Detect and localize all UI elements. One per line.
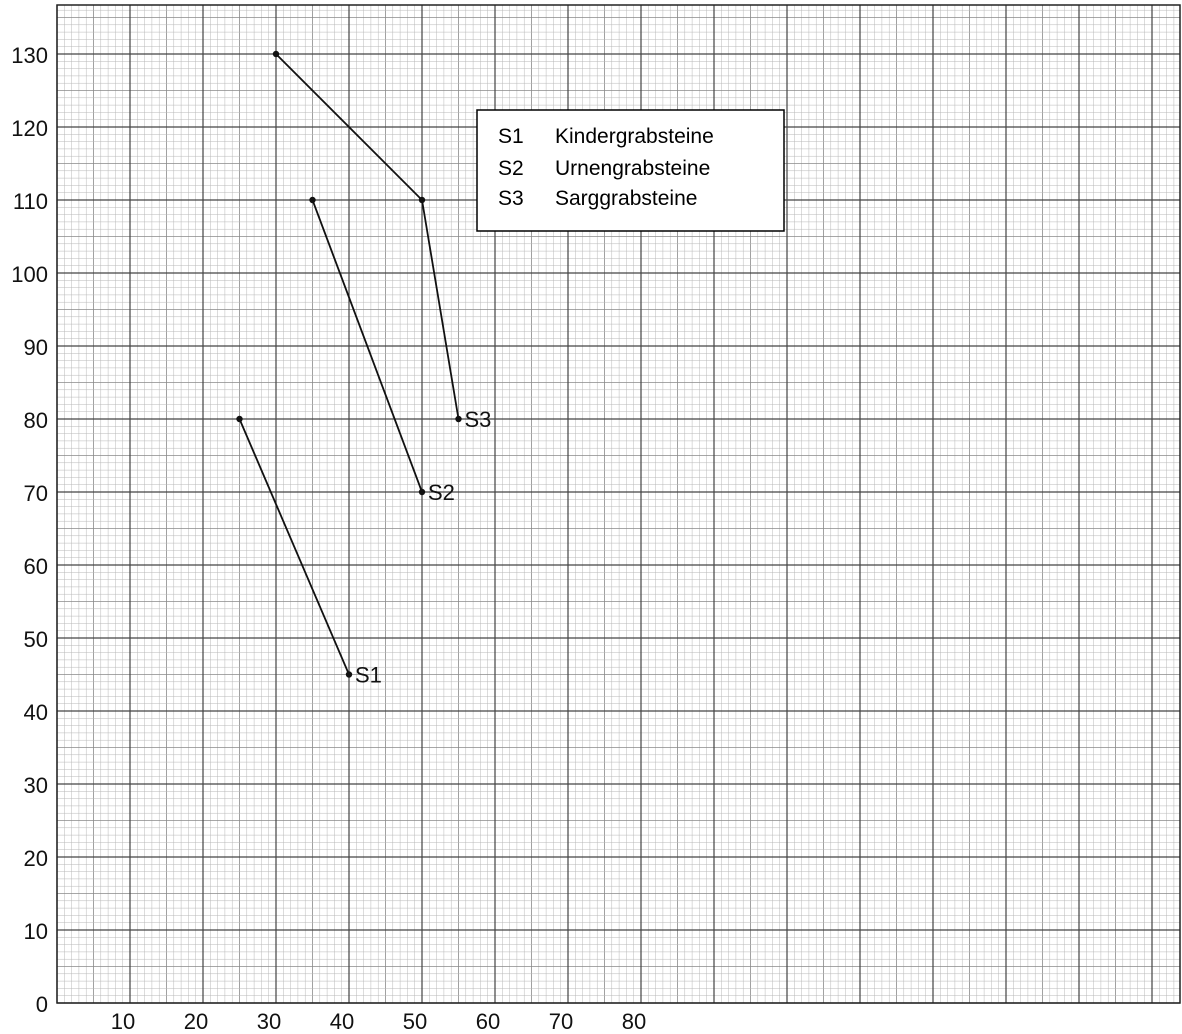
data-point-s1 xyxy=(236,416,242,422)
y-tick-label: 50 xyxy=(24,627,48,652)
legend: S1 Kindergrabsteine S2 Urnengrabsteine S… xyxy=(477,110,784,231)
y-tick-label: 110 xyxy=(13,189,48,214)
x-tick-label: 70 xyxy=(549,1009,573,1034)
data-point-s3 xyxy=(455,416,461,422)
series-label-s3: S3 xyxy=(465,407,492,432)
legend-code-s1: S1 xyxy=(498,125,524,148)
data-point-s2 xyxy=(419,489,425,495)
y-tick-label: 120 xyxy=(11,116,48,141)
y-tick-label: 100 xyxy=(11,262,48,287)
x-tick-label: 80 xyxy=(622,1009,646,1034)
y-tick-label: 60 xyxy=(24,554,48,579)
x-tick-label: 60 xyxy=(476,1009,500,1034)
x-tick-label: 20 xyxy=(184,1009,208,1034)
data-point-s1 xyxy=(346,671,352,677)
y-tick-label: 80 xyxy=(24,408,48,433)
x-tick-label: 30 xyxy=(257,1009,281,1034)
x-tick-label: 10 xyxy=(111,1009,135,1034)
x-tick-label: 50 xyxy=(403,1009,427,1034)
y-tick-label: 20 xyxy=(24,846,48,871)
x-tick-label: 40 xyxy=(330,1009,354,1034)
legend-label-s2: Urnengrabsteine xyxy=(555,157,710,180)
y-tick-label: 10 xyxy=(24,919,48,944)
legend-label-s1: Kindergrabsteine xyxy=(555,125,714,148)
y-tick-label: 30 xyxy=(24,773,48,798)
y-tick-label: 90 xyxy=(24,335,48,360)
y-tick-label: 40 xyxy=(24,700,48,725)
legend-code-s3: S3 xyxy=(498,187,524,210)
y-tick-label: 130 xyxy=(11,43,48,68)
legend-label-s3: Sarggrabsteine xyxy=(555,187,697,210)
legend-code-s2: S2 xyxy=(498,157,524,180)
y-tick-label: 0 xyxy=(36,992,48,1017)
data-point-s3 xyxy=(273,51,279,57)
data-point-s3 xyxy=(419,197,425,203)
series-label-s2: S2 xyxy=(428,480,455,505)
series-label-s1: S1 xyxy=(355,663,382,688)
data-point-s2 xyxy=(309,197,315,203)
y-tick-label: 70 xyxy=(24,481,48,506)
